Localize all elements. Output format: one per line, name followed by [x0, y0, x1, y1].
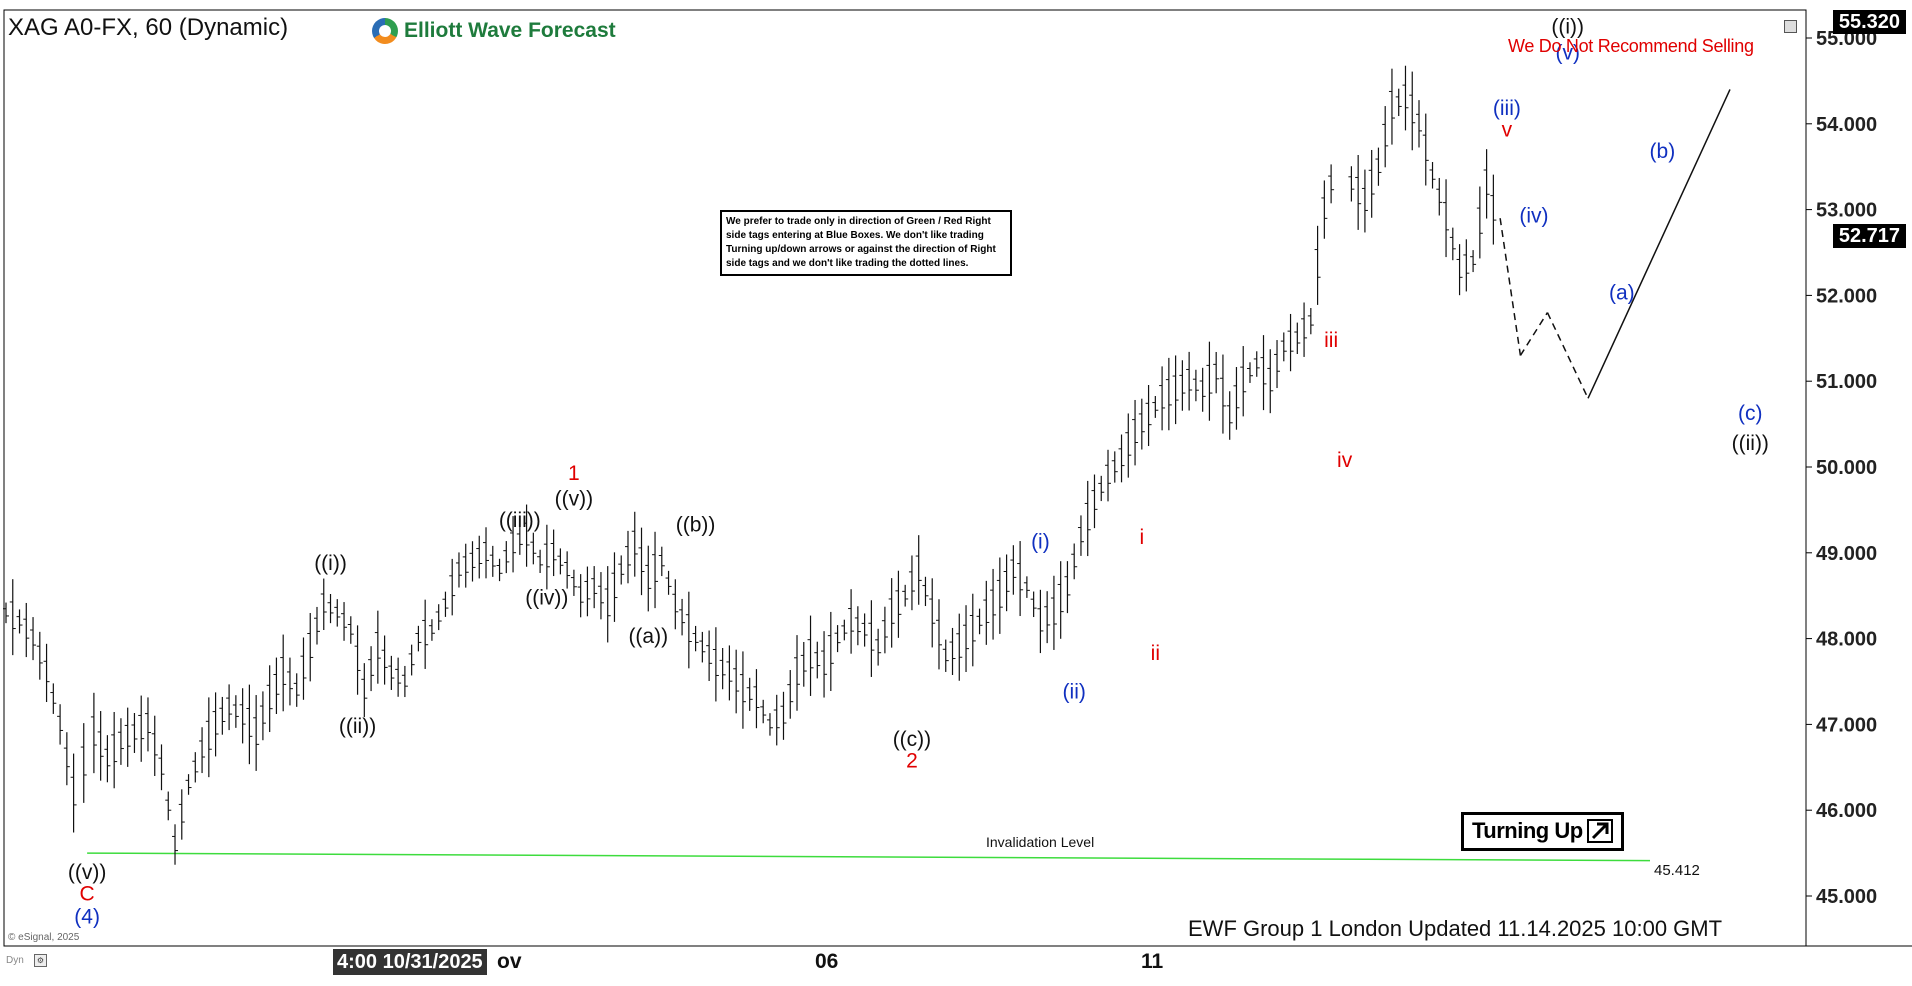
y-tick-label: 47.000: [1816, 714, 1877, 736]
wave-label: ((v)): [555, 488, 593, 511]
y-tick-label: 52.000: [1816, 285, 1877, 307]
wave-label: ((ii)): [1732, 432, 1769, 455]
chart-title: XAG A0-FX, 60 (Dynamic): [8, 14, 289, 41]
brand-name: Elliott Wave Forecast: [404, 19, 616, 42]
y-tick-label: 50.000: [1816, 457, 1877, 479]
wave-label: ((v)): [68, 861, 106, 884]
turning-up-badge: Turning Up: [1461, 812, 1624, 851]
wave-label: (v): [1555, 41, 1580, 64]
y-tick-label: 51.000: [1816, 371, 1877, 393]
wave-label: ((iv)): [525, 586, 568, 609]
y-tick-label: 48.000: [1816, 629, 1877, 651]
time-tick-06: 06: [815, 950, 839, 973]
time-axis-highlight: 4:00 10/31/2025: [333, 949, 487, 975]
wave-label: ((c)): [893, 728, 931, 751]
y-tick-label: 49.000: [1816, 543, 1877, 565]
selling-warning: We Do Not Recommend Selling: [1508, 36, 1754, 56]
wave-label: (c): [1738, 402, 1763, 425]
wave-label: ((ii)): [339, 715, 376, 738]
wave-label: ((b)): [676, 513, 716, 536]
projection-segment: [1587, 89, 1731, 399]
wave-label: ((i)): [314, 552, 347, 575]
invalidation-value: 45.412: [1654, 862, 1700, 879]
dyn-settings-icon[interactable]: ⚙: [34, 954, 47, 967]
wave-label: (iv): [1519, 204, 1548, 227]
y-tick-label: 53.000: [1816, 200, 1877, 222]
wave-label: ((iii)): [499, 509, 541, 532]
trading-note: We prefer to trade only in direction of …: [720, 210, 1012, 276]
invalidation-label: Invalidation Level: [986, 834, 1095, 850]
y-tick-label: 45.000: [1816, 886, 1877, 908]
wave-label: iii: [1324, 329, 1338, 352]
wave-label: (a): [1609, 282, 1635, 305]
copyright: © eSignal, 2025: [8, 932, 80, 943]
arrow-up-right-icon: [1586, 819, 1613, 843]
wave-label: (4): [74, 905, 100, 928]
time-tick-nov: ov: [497, 950, 522, 973]
projection-segment: [1519, 312, 1549, 356]
turning-up-label: Turning Up: [1472, 818, 1583, 843]
dyn-label: Dyn: [6, 955, 24, 966]
wave-label: ii: [1151, 642, 1160, 665]
wave-label: (i): [1031, 531, 1050, 554]
invalidation-line: [87, 852, 1651, 862]
y-tick-label: 46.000: [1816, 800, 1877, 822]
wave-label: (iii): [1493, 97, 1521, 120]
current-price-tag: 52.717: [1832, 224, 1906, 248]
wave-label: C: [80, 882, 95, 905]
wave-label: (b): [1650, 140, 1676, 163]
projection-segment: [1546, 312, 1589, 399]
restore-window-icon[interactable]: [1784, 20, 1797, 33]
wave-label: ((i)): [1551, 16, 1584, 39]
plot-frame: [3, 9, 1807, 947]
top-price-tag: 55.320: [1832, 10, 1906, 34]
wave-label: 2: [906, 749, 918, 772]
wave-label: (ii): [1063, 681, 1086, 704]
time-tick-11: 11: [1141, 950, 1164, 973]
wave-label: i: [1139, 526, 1144, 549]
y-tick-label: 54.000: [1816, 114, 1877, 136]
elliott-wave-logo-icon: [372, 18, 398, 44]
update-footer: EWF Group 1 London Updated 11.14.2025 10…: [1188, 916, 1723, 941]
wave-label: 1: [568, 462, 580, 485]
wave-label: v: [1502, 119, 1513, 142]
brand: Elliott Wave Forecast: [372, 16, 616, 46]
projection-segment: [1499, 218, 1522, 356]
wave-label: iv: [1337, 449, 1353, 472]
wave-label: ((a)): [628, 625, 668, 648]
